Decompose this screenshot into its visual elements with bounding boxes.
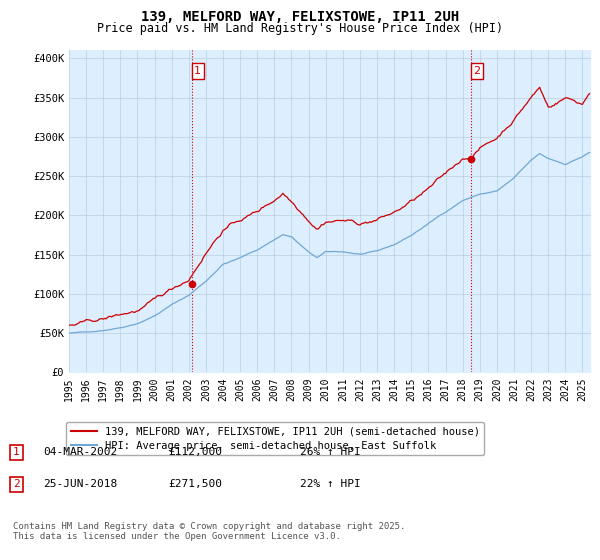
Text: 04-MAR-2002: 04-MAR-2002 [43, 447, 118, 458]
Text: Contains HM Land Registry data © Crown copyright and database right 2025.
This d: Contains HM Land Registry data © Crown c… [13, 522, 406, 542]
Text: 1: 1 [194, 66, 201, 76]
Text: 2: 2 [13, 479, 20, 489]
Text: 139, MELFORD WAY, FELIXSTOWE, IP11 2UH: 139, MELFORD WAY, FELIXSTOWE, IP11 2UH [141, 10, 459, 24]
Text: 26% ↑ HPI: 26% ↑ HPI [300, 447, 361, 458]
Text: Price paid vs. HM Land Registry's House Price Index (HPI): Price paid vs. HM Land Registry's House … [97, 22, 503, 35]
Legend: 139, MELFORD WAY, FELIXSTOWE, IP11 2UH (semi-detached house), HPI: Average price: 139, MELFORD WAY, FELIXSTOWE, IP11 2UH (… [67, 422, 484, 455]
Text: £112,000: £112,000 [168, 447, 222, 458]
Text: 2: 2 [473, 66, 481, 76]
Text: £271,500: £271,500 [168, 479, 222, 489]
Text: 25-JUN-2018: 25-JUN-2018 [43, 479, 118, 489]
Text: 22% ↑ HPI: 22% ↑ HPI [300, 479, 361, 489]
Text: 1: 1 [13, 447, 20, 458]
